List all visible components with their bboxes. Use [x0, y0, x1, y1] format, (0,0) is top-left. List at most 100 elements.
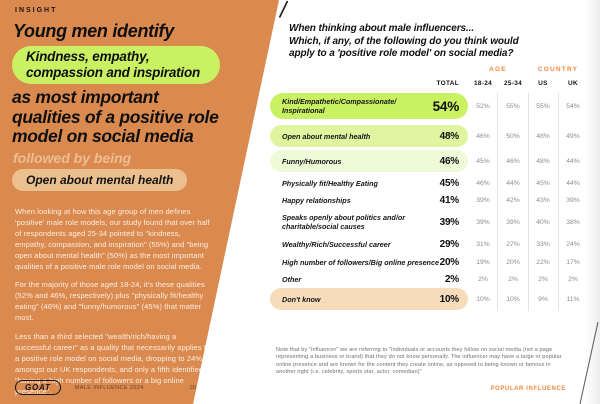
- column-header-us: US: [538, 80, 548, 87]
- question-line3: apply to a 'positive role model' on soci…: [289, 48, 514, 59]
- value-cell: 54%: [566, 102, 580, 110]
- row-label-area: Happy relationships 41%: [282, 195, 460, 206]
- value-cell: 55%: [506, 102, 520, 110]
- insight-panel: INSIGHT Young men identify Kindness, emp…: [0, 0, 279, 404]
- headline-line1: as most important: [12, 87, 159, 107]
- value-cell: 20%: [506, 258, 520, 266]
- slash-icon: [278, 0, 289, 18]
- column-divider: [527, 93, 529, 311]
- row-label-pill: Kind/Empathetic/Compassionate/ Inspirati…: [270, 93, 468, 119]
- value-cell: 46%: [476, 180, 490, 187]
- value-cell: 24%: [566, 240, 580, 248]
- column-divider: [558, 93, 559, 311]
- value-cell: 39%: [506, 218, 520, 226]
- column-header-25-34: 25-34: [503, 80, 523, 87]
- question-line1: When thinking about male influencers...: [289, 23, 475, 34]
- row-label-area: Speaks openly about politics and/or char…: [282, 213, 460, 231]
- value-cell: 48%: [536, 157, 550, 165]
- page-edge-shade: [586, 0, 600, 404]
- group-header-age: AGE: [489, 66, 507, 73]
- value-cell: 50%: [506, 132, 520, 140]
- value-cell: 27%: [506, 240, 520, 248]
- body-paragraph-3: Less than a third selected "wealth/rich/…: [15, 332, 211, 396]
- table-row: Don't know 10% 10% 10% 9% 11%: [270, 288, 588, 310]
- eyebrow-label: INSIGHT: [15, 7, 58, 14]
- row-label-area: High number of followers/Big online pres…: [282, 256, 460, 268]
- results-table: AGE COUNTRY TOTAL 18-24 25-34 US UK Kind…: [270, 66, 588, 311]
- value-cell: 46%: [476, 132, 490, 140]
- value-cell: 44%: [566, 157, 580, 165]
- row-total: 29%: [439, 238, 460, 250]
- row-total: 48%: [439, 130, 460, 142]
- highlight-pill-line1: Kindness, empathy,: [26, 49, 150, 64]
- table-row: Other 2% 2% 2% 2% 2%: [270, 271, 588, 288]
- headline-rest: as most important qualities of a positiv…: [12, 87, 219, 147]
- body-paragraph-1: When looking at how this age group of me…: [15, 207, 210, 271]
- value-cell: 19%: [476, 258, 490, 266]
- value-cell: 44%: [566, 180, 580, 187]
- value-cell: 40%: [536, 218, 550, 226]
- row-total: 41%: [439, 195, 460, 206]
- value-cell: 2%: [478, 276, 488, 283]
- value-cell: 46%: [506, 157, 520, 165]
- group-header-country: COUNTRY: [537, 66, 579, 73]
- row-label-pill: Don't know 10%: [270, 288, 468, 310]
- value-cell: 42%: [506, 197, 520, 204]
- value-cell: 39%: [476, 197, 490, 204]
- value-cell: 2%: [538, 276, 548, 283]
- value-cell: 22%: [536, 258, 550, 266]
- row-label-area: Wealthy/Rich/Successful career 29%: [282, 238, 460, 250]
- value-cell: 9%: [538, 295, 548, 303]
- row-label-area: Physically fit/Healthy Eating 45%: [282, 178, 460, 189]
- table-row: Open about mental health 48% 46% 50% 48%…: [270, 125, 588, 147]
- headline-line2: qualities of a positive role: [12, 106, 219, 127]
- row-label: Kind/Empathetic/Compassionate/ Inspirati…: [282, 97, 397, 115]
- highlight-pill-line2: compassion and inspiration: [26, 65, 201, 80]
- value-cell: 10%: [506, 295, 520, 303]
- column-header-uk: UK: [568, 80, 578, 87]
- value-cell: 39%: [566, 197, 580, 204]
- row-total: 39%: [439, 216, 460, 228]
- headline-highlight-pill: Kindness, empathy, compassion and inspir…: [12, 46, 220, 84]
- column-header-18-24: 18-24: [473, 80, 493, 87]
- headline-line3: model on social media: [12, 126, 194, 146]
- table-row: Happy relationships 41% 39% 42% 43% 39%: [270, 192, 588, 209]
- value-cell: 17%: [566, 258, 580, 266]
- row-total: 10%: [439, 293, 460, 305]
- value-cell: 45%: [476, 157, 490, 165]
- row-label-pill: Open about mental health 48%: [270, 125, 468, 147]
- survey-question: When thinking about male influencers... …: [289, 23, 519, 61]
- page-number: 20: [189, 384, 196, 391]
- table-row: Wealthy/Rich/Successful career 29% 31% 2…: [270, 235, 588, 253]
- popular-influence-tag: POPULAR INFLUENCE: [490, 386, 566, 392]
- goat-logo: GOAT: [15, 380, 61, 395]
- slide-footer: GOAT MALE INFLUENCE 2024 20: [15, 380, 196, 395]
- value-cell: 2%: [568, 276, 578, 283]
- row-total: 54%: [432, 98, 460, 114]
- value-cell: 43%: [536, 197, 550, 204]
- secondary-highlight-pill: Open about mental health: [12, 169, 188, 191]
- question-line2: Which, if any, of the following do you t…: [289, 35, 519, 47]
- value-cell: 55%: [536, 102, 550, 110]
- row-total: 20%: [439, 256, 460, 268]
- row-total: 45%: [439, 178, 460, 189]
- value-cell: 33%: [536, 240, 550, 248]
- row-total: 2%: [444, 274, 459, 285]
- body-copy: When looking at how this age group of me…: [15, 207, 211, 404]
- column-header-total: TOTAL: [436, 80, 459, 87]
- row-total: 46%: [439, 155, 460, 167]
- table-column-header-row: TOTAL 18-24 25-34 US UK: [270, 80, 588, 89]
- value-cell: 31%: [476, 240, 490, 248]
- value-cell: 48%: [536, 132, 550, 140]
- headline-intro: Young men identify: [13, 21, 174, 41]
- body-paragraph-2: For the majority of those aged 18-24, it…: [15, 280, 205, 323]
- value-cell: 38%: [566, 218, 580, 226]
- table-row: Funny/Humorous 46% 45% 46% 48% 44%: [270, 150, 588, 172]
- value-cell: 44%: [506, 180, 520, 187]
- value-cell: 39%: [476, 218, 490, 226]
- value-cell: 11%: [566, 295, 580, 303]
- table-row: High number of followers/Big online pres…: [270, 253, 588, 271]
- table-row: Speaks openly about politics and/or char…: [270, 209, 588, 235]
- table-row: Kind/Empathetic/Compassionate/ Inspirati…: [270, 93, 588, 119]
